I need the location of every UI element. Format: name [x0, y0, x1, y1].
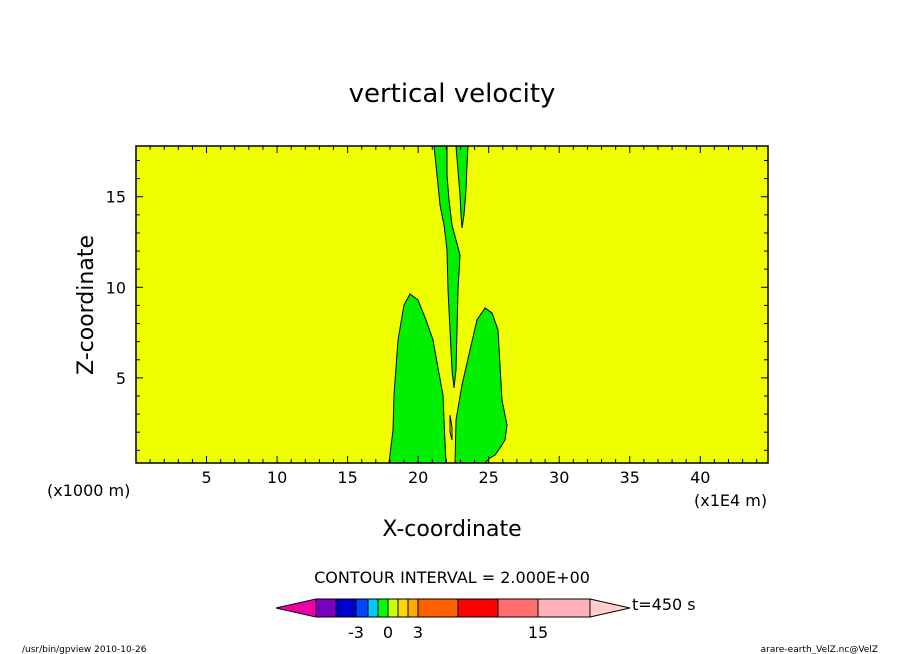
plot-frame: [135, 145, 769, 464]
colorbar: -3 0 3 15: [275, 598, 631, 642]
y-tick-label: 10: [106, 278, 126, 297]
colorbar-cell: [417, 598, 459, 618]
y-unit-label: (x1000 m): [47, 481, 130, 500]
x-axis-ticks: 5 10 15 20 25 30 35 40: [135, 146, 758, 487]
colorbar-cell: [497, 598, 539, 618]
x-tick-label: 20: [408, 468, 428, 487]
y-axis-ticks: 5 10 15: [106, 159, 768, 451]
colorbar-cell: [355, 598, 369, 618]
contour-region-left-lobe: [388, 293, 447, 464]
x-tick-label: 25: [478, 468, 498, 487]
contour-region-central-band: [433, 145, 461, 389]
colorbar-max-triangle: [589, 598, 631, 618]
colorbar-cell: [335, 598, 357, 618]
contour-interval-label: CONTOUR INTERVAL = 2.000E+00: [314, 568, 590, 587]
colorbar-cell: [367, 598, 379, 618]
plot-area: 5 10 15 20 25 30 35 40 5 10 15: [106, 145, 769, 487]
y-tick-label: 5: [116, 369, 126, 388]
colorbar-min-triangle: [275, 598, 317, 618]
colorbar-cell: [377, 598, 389, 618]
colorbar-cell: [407, 598, 419, 618]
colorbar-label: 15: [528, 623, 548, 642]
colorbar-cell: [387, 598, 399, 618]
x-tick-label: 30: [549, 468, 569, 487]
footer-right: arare-earth_VelZ.nc@VelZ: [761, 645, 878, 654]
x-axis-title: X-coordinate: [382, 517, 521, 542]
y-axis-title: Z-coordinate: [74, 235, 99, 375]
colorbar-label: 0: [383, 623, 393, 642]
x-tick-label: 35: [620, 468, 640, 487]
colorbar-label: -3: [348, 623, 364, 642]
contour-region-upper-right-band: [455, 145, 469, 229]
colorbar-cell: [397, 598, 409, 618]
contour-region-right-lobe: [454, 307, 508, 464]
x-tick-label: 10: [267, 468, 287, 487]
x-tick-label: 5: [201, 468, 211, 487]
contour-region-center-sliver: [449, 414, 453, 441]
x-tick-label: 40: [690, 468, 710, 487]
colorbar-label: 3: [413, 623, 423, 642]
colorbar-cell: [537, 598, 591, 618]
x-unit-label: (x1E4 m): [694, 491, 767, 510]
time-label: t=450 s: [632, 595, 696, 614]
colorbar-cell: [315, 598, 337, 618]
y-tick-label: 15: [106, 188, 126, 207]
footer-left: /usr/bin/gpview 2010-10-26: [22, 645, 147, 654]
chart-title: vertical velocity: [349, 79, 556, 109]
x-tick-label: 15: [337, 468, 357, 487]
colorbar-cell: [457, 598, 499, 618]
